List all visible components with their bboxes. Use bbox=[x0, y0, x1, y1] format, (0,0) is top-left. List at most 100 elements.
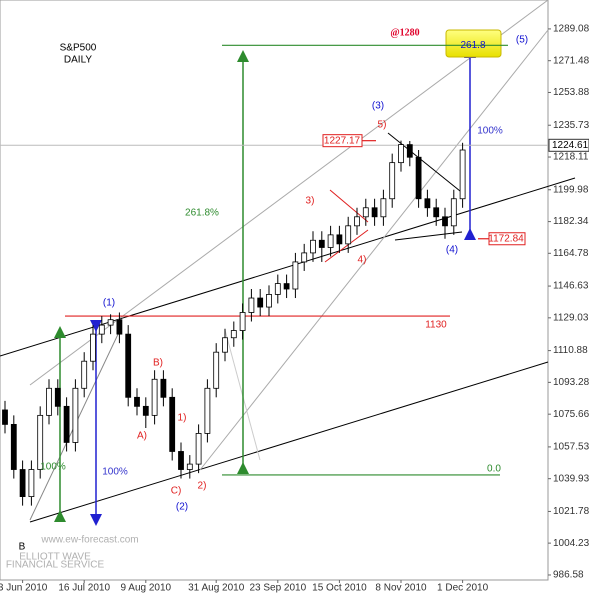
x-tick-label: 1 Dec 2010 bbox=[437, 583, 489, 594]
candle-body bbox=[204, 387, 211, 434]
y-tick-label: 1039.93 bbox=[553, 473, 589, 484]
candle-body bbox=[336, 234, 343, 245]
candle-body bbox=[37, 414, 44, 470]
annotation: (4) bbox=[446, 245, 458, 256]
annotation: C) bbox=[171, 486, 182, 497]
y-tick-label: 1235.73 bbox=[553, 120, 589, 131]
y-tick-label: 1182.34 bbox=[553, 216, 589, 227]
candle-body bbox=[292, 261, 299, 290]
candle-body bbox=[151, 378, 158, 416]
y-tick-label: 986.58 bbox=[553, 570, 584, 581]
candle-body bbox=[213, 351, 220, 389]
level-label: 1227.17 bbox=[324, 135, 361, 146]
annotation: (1) bbox=[103, 298, 115, 309]
annotation: @1280 bbox=[390, 27, 419, 38]
annotation: 1) bbox=[178, 413, 187, 424]
candle-body bbox=[63, 405, 70, 443]
candle-body bbox=[2, 409, 8, 425]
y-tick-label: 1021.78 bbox=[553, 506, 589, 517]
last-price-label: 1224.61 bbox=[552, 140, 589, 151]
annotation: A) bbox=[137, 431, 147, 442]
annotation: 100% bbox=[40, 462, 66, 473]
arrows bbox=[54, 46, 476, 526]
candle-body bbox=[98, 324, 105, 335]
last-price-box bbox=[548, 138, 589, 152]
annotation: S&P500 bbox=[60, 43, 97, 54]
annotation: 5) bbox=[378, 120, 387, 131]
candle-body bbox=[459, 149, 466, 200]
candle-body bbox=[195, 433, 202, 465]
y-tick-label: 1164.78 bbox=[553, 248, 589, 259]
candle-body bbox=[318, 239, 325, 248]
candle-body bbox=[239, 312, 246, 331]
candle-body bbox=[415, 156, 422, 200]
annotation: DAILY bbox=[64, 55, 92, 66]
candle-body bbox=[72, 387, 79, 443]
level-label: 261.8 bbox=[460, 40, 485, 51]
y-tick-label: 1199.98 bbox=[553, 184, 589, 195]
y-tick-label: 1004.23 bbox=[553, 538, 589, 549]
candle-body bbox=[257, 297, 264, 308]
candle-body bbox=[19, 469, 26, 498]
candle-body bbox=[178, 451, 184, 470]
candle-body bbox=[186, 463, 193, 470]
level-box bbox=[322, 134, 363, 148]
level-label: 1172.84 bbox=[488, 233, 524, 244]
y-tick-label: 1093.28 bbox=[553, 377, 589, 388]
annotation: 2) bbox=[198, 481, 207, 492]
level-box bbox=[488, 232, 526, 246]
y-tick-label: 1057.53 bbox=[553, 442, 589, 453]
candle-body bbox=[125, 333, 132, 398]
annotation: (5) bbox=[516, 35, 528, 46]
candle-body bbox=[398, 144, 404, 164]
candle-body bbox=[310, 239, 316, 254]
y-tick-label: 1146.63 bbox=[553, 281, 589, 292]
annotation: 4) bbox=[358, 255, 367, 266]
candle-body bbox=[134, 396, 140, 407]
annotation: B) bbox=[153, 358, 163, 369]
y-tick-label: 1129.03 bbox=[553, 312, 589, 323]
candle-body bbox=[28, 469, 35, 498]
y-tick-label: 1110.88 bbox=[553, 345, 588, 356]
candle-body bbox=[222, 337, 228, 353]
candle-body bbox=[345, 225, 352, 245]
candle-body bbox=[450, 198, 457, 227]
candle-body bbox=[230, 330, 237, 339]
x-tick-label: 23 Sep 2010 bbox=[249, 583, 306, 594]
level-label: 0.0 bbox=[487, 464, 501, 475]
candle-body bbox=[107, 319, 114, 326]
candle-body bbox=[442, 216, 448, 227]
x-tick-label: 15 Oct 2010 bbox=[312, 583, 367, 594]
candle-body bbox=[380, 198, 387, 218]
candle-body bbox=[248, 297, 255, 313]
y-tick-label: 1289.08 bbox=[553, 24, 589, 35]
candle-body bbox=[46, 387, 52, 416]
y-tick-label: 1271.48 bbox=[553, 55, 589, 66]
candle-body bbox=[81, 360, 88, 389]
annotation: 3) bbox=[306, 196, 315, 207]
annotation: (3) bbox=[372, 101, 384, 112]
annotation: 261.8% bbox=[185, 208, 219, 219]
candle-body bbox=[371, 207, 378, 218]
candle-body bbox=[389, 162, 396, 200]
annotation: B bbox=[19, 542, 26, 553]
candle-body bbox=[266, 294, 272, 308]
y-tick-label: 1075.66 bbox=[553, 409, 589, 420]
target-box bbox=[445, 29, 502, 58]
x-tick-label: 8 Nov 2010 bbox=[375, 583, 427, 594]
y-tick-label: 1253.88 bbox=[553, 87, 589, 98]
annotation: ELLIOTT WAVE bbox=[19, 552, 91, 563]
annotation: 100% bbox=[102, 467, 128, 478]
candle-body bbox=[54, 387, 61, 407]
x-tick-label: 9 Aug 2010 bbox=[120, 583, 171, 594]
x-tick-label: 31 Aug 2010 bbox=[188, 583, 245, 594]
candle-body bbox=[406, 144, 413, 158]
x-tick-label: 16 Jul 2010 bbox=[58, 583, 110, 594]
annotation: (2) bbox=[176, 502, 188, 513]
candle-body bbox=[169, 396, 176, 452]
plot-area bbox=[0, 0, 549, 581]
candle-body bbox=[160, 378, 167, 398]
annotation: 100% bbox=[477, 126, 503, 137]
candle-body bbox=[283, 283, 290, 290]
y-tick-label: 1218.11 bbox=[553, 152, 589, 163]
